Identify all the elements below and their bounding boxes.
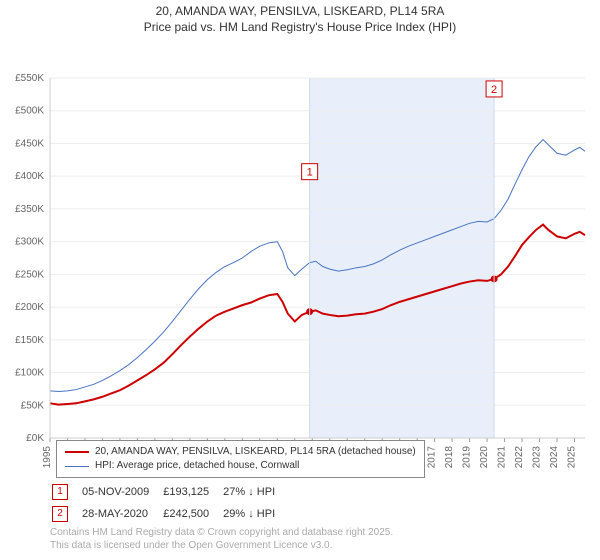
y-tick-label: £0K bbox=[26, 433, 44, 444]
transaction-row: 2 28-MAY-2020£242,50029% ↓ HPI bbox=[52, 504, 287, 524]
y-tick-label: £350K bbox=[15, 204, 44, 215]
transaction-id-cell: 2 bbox=[52, 504, 80, 524]
x-tick-label: 2020 bbox=[479, 446, 490, 469]
legend-label-blue: HPI: Average price, detached house, Corn… bbox=[95, 459, 299, 473]
transaction-price: £242,500 bbox=[163, 504, 221, 524]
x-tick-label: 2021 bbox=[497, 446, 508, 469]
y-tick-label: £150K bbox=[15, 335, 44, 346]
x-tick-label: 2023 bbox=[532, 446, 543, 469]
y-tick-label: £450K bbox=[15, 138, 44, 149]
y-tick-label: £400K bbox=[15, 171, 44, 182]
transaction-delta: 27% ↓ HPI bbox=[223, 482, 287, 502]
y-tick-label: £550K bbox=[15, 73, 44, 84]
legend: 20, AMANDA WAY, PENSILVA, LISKEARD, PL14… bbox=[56, 440, 425, 478]
legend-row-red: 20, AMANDA WAY, PENSILVA, LISKEARD, PL14… bbox=[65, 445, 416, 459]
transaction-delta: 29% ↓ HPI bbox=[223, 504, 287, 524]
chart-title-sub: Price paid vs. HM Land Registry's House … bbox=[0, 20, 600, 34]
transactions-table: 1 05-NOV-2009£193,12527% ↓ HPI 2 28-MAY-202… bbox=[50, 480, 289, 526]
x-tick-label: 2024 bbox=[549, 446, 560, 469]
transaction-price: £193,125 bbox=[163, 482, 221, 502]
legend-swatch-red bbox=[65, 451, 89, 453]
legend-row-blue: HPI: Average price, detached house, Corn… bbox=[65, 459, 416, 473]
sale-marker-label-1: 1 bbox=[307, 167, 313, 179]
x-tick-label: 2019 bbox=[462, 446, 473, 469]
transaction-id-cell: 1 bbox=[52, 482, 80, 502]
x-tick-label: 2022 bbox=[514, 446, 525, 469]
footer-line1: Contains HM Land Registry data © Crown c… bbox=[50, 526, 393, 539]
x-tick-label: 1995 bbox=[42, 446, 53, 469]
chart-title-address: 20, AMANDA WAY, PENSILVA, LISKEARD, PL14… bbox=[0, 4, 600, 18]
sale-marker-label-2: 2 bbox=[491, 84, 497, 96]
legend-label-red: 20, AMANDA WAY, PENSILVA, LISKEARD, PL14… bbox=[95, 445, 416, 459]
y-tick-label: £100K bbox=[15, 368, 44, 379]
footer-line2: This data is licensed under the Open Gov… bbox=[50, 539, 393, 552]
y-tick-label: £50K bbox=[21, 400, 45, 411]
transaction-marker: 1 bbox=[52, 484, 68, 500]
x-tick-label: 2025 bbox=[567, 446, 578, 469]
chart-title-block: 20, AMANDA WAY, PENSILVA, LISKEARD, PL14… bbox=[0, 0, 600, 34]
footer-text: Contains HM Land Registry data © Crown c… bbox=[50, 526, 393, 552]
price-chart: £0K £50K £100K £150K £200K £250K £300K £350K £40… bbox=[0, 34, 600, 474]
y-tick-label: £300K bbox=[15, 237, 44, 248]
transaction-date: 28-MAY-2020 bbox=[82, 504, 161, 524]
sale-period-band bbox=[310, 78, 494, 438]
y-tick-label: £500K bbox=[15, 106, 44, 117]
x-tick-label: 2018 bbox=[444, 446, 455, 469]
y-tick-label: £200K bbox=[15, 302, 44, 313]
transaction-row: 1 05-NOV-2009£193,12527% ↓ HPI bbox=[52, 482, 287, 502]
legend-swatch-blue bbox=[65, 466, 89, 467]
transaction-date: 05-NOV-2009 bbox=[82, 482, 161, 502]
transaction-marker: 2 bbox=[52, 506, 68, 522]
x-tick-label: 2017 bbox=[427, 446, 438, 469]
y-tick-label: £250K bbox=[15, 269, 44, 280]
